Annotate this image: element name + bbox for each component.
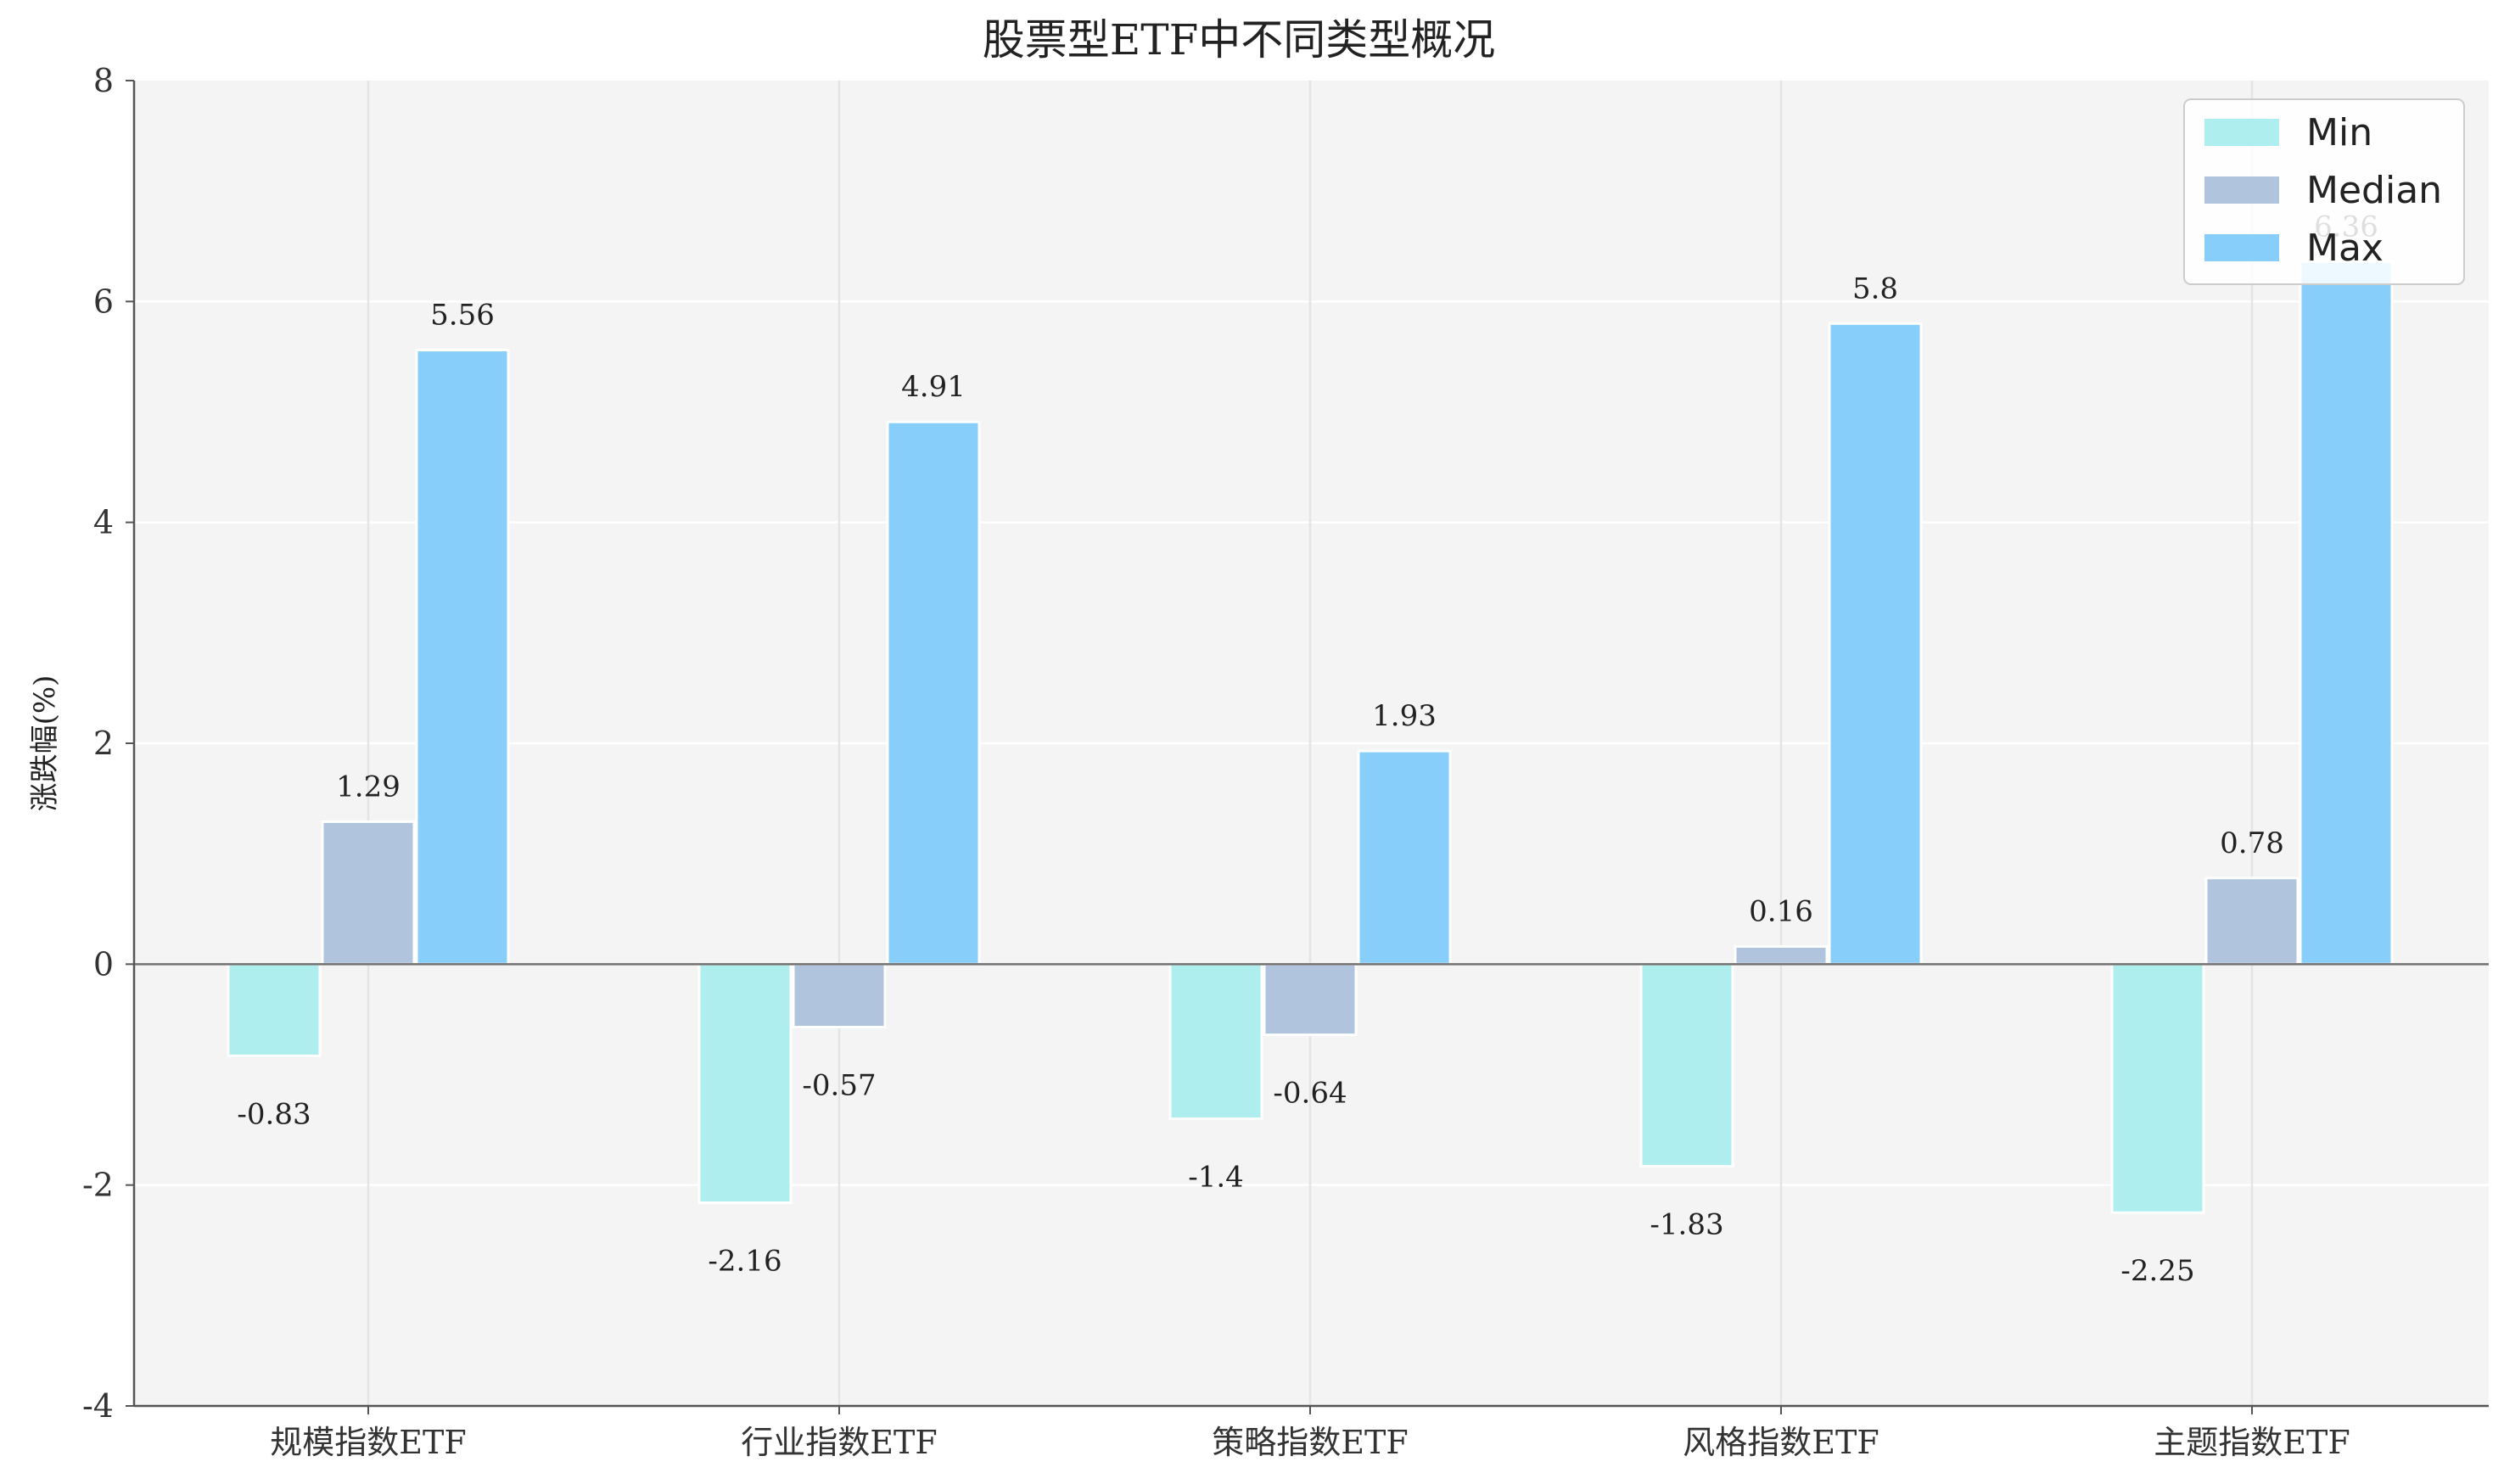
data-label: 1.29 xyxy=(336,770,401,804)
data-label: -0.64 xyxy=(1273,1077,1347,1111)
x-tick-label: 主题指数ETF xyxy=(2154,1424,2350,1461)
data-label: 1.93 xyxy=(1372,699,1437,733)
bar-max xyxy=(1357,749,1452,966)
y-ticks: -4 -2 0 2 4 6 8 xyxy=(82,62,134,1425)
bar-median xyxy=(2204,876,2300,966)
y-tick-label: 2 xyxy=(93,725,114,762)
y-tick-label: -2 xyxy=(82,1167,114,1204)
x-tick-label: 策略指数ETF xyxy=(1212,1424,1408,1461)
data-label: 5.56 xyxy=(430,299,495,333)
y-tick-label: 0 xyxy=(93,945,114,983)
legend-label: Max xyxy=(2306,227,2384,270)
data-label: -2.16 xyxy=(708,1244,781,1278)
bar-min xyxy=(2110,962,2205,1214)
y-tick-label: 4 xyxy=(93,504,114,541)
data-label: -1.4 xyxy=(1188,1161,1244,1195)
data-label: 0.78 xyxy=(2220,826,2284,860)
bar-median xyxy=(321,820,416,966)
bar-min xyxy=(1168,962,1263,1121)
legend-label: Min xyxy=(2306,111,2372,154)
x-ticks: 规模指数ETF 行业指数ETF 策略指数ETF 风格指数ETF 主题指数ETF xyxy=(270,1406,2350,1461)
legend: Min Median Max xyxy=(2183,98,2465,285)
bar-max xyxy=(415,349,510,966)
data-label: 0.16 xyxy=(1749,895,1813,929)
legend-swatch-min xyxy=(2204,119,2279,146)
bar-min xyxy=(1639,962,1734,1168)
data-label: 4.91 xyxy=(901,370,966,404)
data-label: -0.83 xyxy=(237,1097,311,1131)
bar-max xyxy=(2299,260,2394,966)
y-tick-label: 6 xyxy=(93,283,114,320)
data-label: 5.8 xyxy=(1852,272,1898,305)
bar-max xyxy=(1828,322,1923,966)
y-tick-label: 8 xyxy=(93,62,114,99)
bar-median xyxy=(792,962,887,1029)
bar-min xyxy=(227,962,322,1057)
legend-swatch-median xyxy=(2204,176,2279,204)
x-tick-label: 规模指数ETF xyxy=(270,1424,466,1461)
x-tick-label: 风格指数ETF xyxy=(1683,1424,1879,1461)
bar-median xyxy=(1263,962,1358,1037)
y-tick-label: -4 xyxy=(82,1387,114,1425)
legend-swatch-max xyxy=(2204,234,2279,261)
bar-median xyxy=(1734,945,1829,966)
chart-title: 股票型ETF中不同类型概况 xyxy=(983,15,1496,64)
bar-min xyxy=(697,962,793,1204)
data-label: -0.57 xyxy=(802,1069,876,1103)
data-label: -2.25 xyxy=(2120,1254,2194,1288)
x-tick-label: 行业指数ETF xyxy=(741,1424,937,1461)
y-axis-label: 涨跌幅(%) xyxy=(28,675,62,812)
bar-max xyxy=(886,420,981,966)
data-label: -1.83 xyxy=(1650,1208,1723,1242)
legend-label: Median xyxy=(2306,169,2442,212)
legend-items: Min Median Max xyxy=(2204,111,2442,270)
bars xyxy=(227,260,2394,1214)
